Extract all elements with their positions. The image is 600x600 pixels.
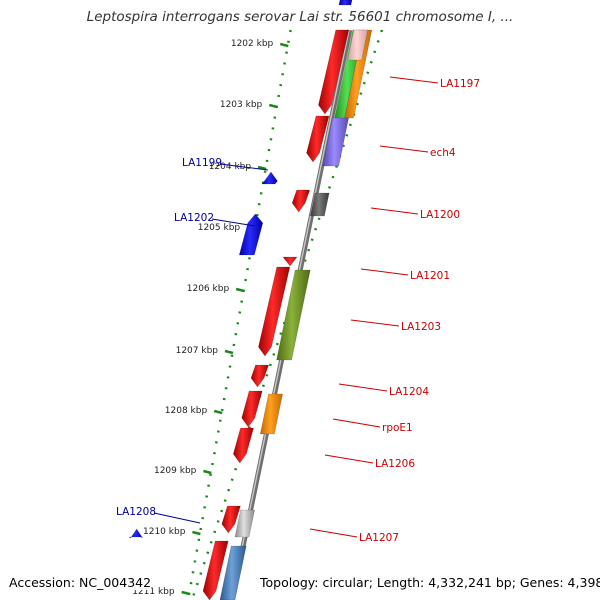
cog-bar-gray[interactable] [309,192,330,217]
gene-la1201-forward[interactable] [282,256,299,267]
gene-la1207-forward[interactable] [221,505,241,534]
gene-label-la1206[interactable]: LA1206 [375,458,415,470]
map-title: Leptospira interrogans serovar Lai str. … [86,9,514,25]
scale-tick-label: 1205 kbp [198,223,241,233]
gene-la1197-forward[interactable] [318,29,350,115]
gene-label-la1202[interactable]: LA1202 [174,212,214,224]
forward-label-leader [379,145,429,153]
reverse-label-leader [219,163,269,171]
gene-la1202-reverse[interactable] [238,213,264,256]
forward-label-leader [338,383,388,392]
scale-tick-mark [268,103,278,109]
scale-tick-mark [203,469,212,475]
cog-bar-pink[interactable] [347,29,369,61]
cog-bar-orange-2[interactable] [259,393,283,435]
gene-label-la1204[interactable]: LA1204 [389,386,429,398]
gene-label-la1197[interactable]: LA1197 [440,78,480,90]
gene-la1200-forward[interactable] [291,189,311,213]
topology-text: Topology: circular; Length: 4,332,241 bp… [260,575,600,590]
gene-label-la1208[interactable]: LA1208 [116,506,156,518]
gene-label-la1199[interactable]: LA1199 [182,157,222,169]
gene-la1206-forward[interactable] [232,427,254,464]
scale-tick-label: 1209 kbp [154,466,197,476]
gene-rpoe1-forward[interactable] [241,390,263,428]
scale-tick-label: 1204 kbp [209,162,252,172]
scale-tick-mark [192,530,201,536]
gene-label-la1207[interactable]: LA1207 [359,532,399,544]
forward-label-leader [309,528,358,538]
outer-dotted-track [190,29,384,600]
gene-label-la1200[interactable]: LA1200 [420,209,460,221]
scale-tick-mark [213,409,223,415]
forward-label-leader [350,319,400,327]
gene-ech4-forward[interactable] [306,115,330,163]
gene-label-la1201[interactable]: LA1201 [410,270,450,282]
gene-label-la1203[interactable]: LA1203 [401,321,441,333]
cog-bar-purple[interactable] [322,117,349,167]
accession-text: Accession: NC_004342 [9,575,152,590]
forward-label-leader [370,207,419,215]
gene-reverse-top[interactable] [338,0,353,6]
cog-bar-steel[interactable] [219,545,247,600]
scale-tick-mark [224,349,234,355]
reverse-label-leader [153,512,201,524]
scale-tick-label: 1208 kbp [165,406,208,416]
gene-la1204-forward[interactable] [250,364,269,388]
gene-la1199-reverse[interactable] [261,171,278,185]
scale-tick-mark [279,42,289,48]
gene-la1208-reverse[interactable] [127,528,143,539]
scale-tick-mark [181,590,190,596]
gene-la1208-forward[interactable] [202,540,229,600]
gene-la1203-forward[interactable] [258,266,291,357]
scale-tick-label: 1202 kbp [231,39,274,49]
forward-label-leader [332,418,381,428]
scale-tick-label: 1206 kbp [187,284,230,294]
scale-tick-mark [235,287,245,293]
cog-bar-olive[interactable] [276,269,311,361]
forward-label-leader [389,76,439,84]
scale-tick-label: 1210 kbp [143,527,186,537]
gene-label-ech4[interactable]: ech4 [430,147,456,159]
gene-label-rpoe1[interactable]: rpoE1 [382,422,413,434]
scale-tick-label: 1211 kbp [132,587,175,597]
reverse-label-leader [211,218,256,227]
cog-bar-orange[interactable] [344,29,373,119]
forward-label-leader [360,268,409,276]
scale-tick-label: 1203 kbp [220,100,263,110]
scale-tick-label: 1207 kbp [176,346,219,356]
forward-label-leader [324,454,374,464]
cog-bar-lightgray[interactable] [234,509,255,538]
scale-tick-mark [257,165,267,171]
